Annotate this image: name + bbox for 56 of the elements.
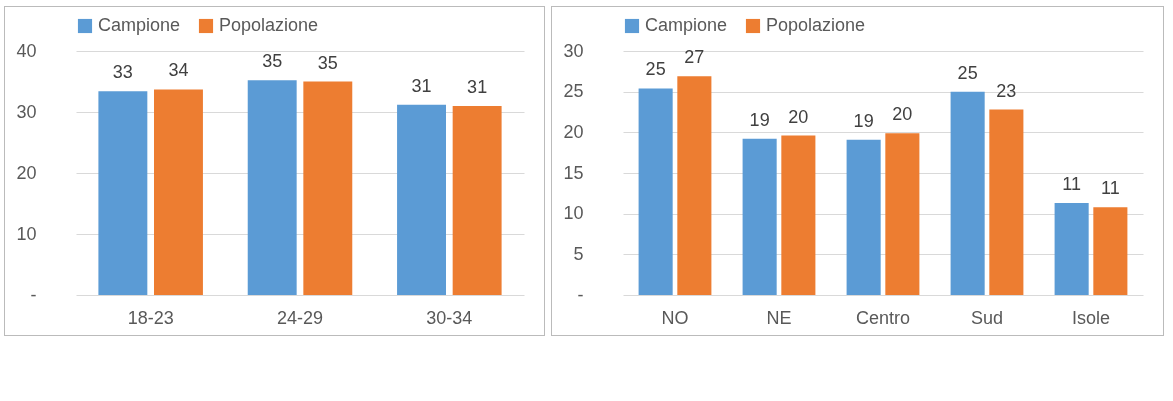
bar xyxy=(1054,203,1089,295)
data-label: 31 xyxy=(411,75,432,96)
bar xyxy=(781,135,816,295)
x-tick-label: NE xyxy=(766,307,792,328)
legend-label: Popolazione xyxy=(766,15,866,35)
data-label: 19 xyxy=(853,110,874,131)
x-tick-label: Isole xyxy=(1071,307,1111,328)
bar xyxy=(742,138,777,295)
bar xyxy=(638,88,673,295)
data-label: 23 xyxy=(996,80,1017,101)
y-tick-label: 5 xyxy=(573,243,584,264)
bar xyxy=(98,91,148,295)
data-label: 34 xyxy=(168,60,189,81)
bar xyxy=(677,76,712,295)
x-tick-label: Centro xyxy=(855,307,911,328)
x-tick-label: 24-29 xyxy=(276,307,324,328)
data-label: 33 xyxy=(112,62,133,83)
y-tick-label: 20 xyxy=(563,121,584,142)
y-tick-label: 15 xyxy=(563,162,584,183)
bar xyxy=(303,81,353,295)
bar xyxy=(1093,207,1128,295)
y-tick-label: - xyxy=(30,284,37,305)
bar xyxy=(397,104,446,295)
data-label: 31 xyxy=(467,76,488,97)
data-label: 19 xyxy=(749,109,770,130)
bar xyxy=(154,89,203,295)
data-label: 25 xyxy=(957,62,978,83)
legend-label: Popolazione xyxy=(219,15,319,35)
data-label: 20 xyxy=(788,106,809,127)
y-tick-label: 25 xyxy=(563,81,584,102)
bar xyxy=(247,80,297,295)
y-tick-label: 10 xyxy=(16,223,37,244)
legend-label: Campione xyxy=(645,15,728,35)
y-tick-label: 30 xyxy=(16,101,37,122)
x-tick-label: 30-34 xyxy=(426,307,473,328)
y-tick-label: 20 xyxy=(16,162,37,183)
bar xyxy=(950,91,985,295)
y-tick-label: 10 xyxy=(563,203,584,224)
legend-label: Campione xyxy=(98,15,181,35)
bar xyxy=(885,133,920,295)
x-tick-label: 18-23 xyxy=(127,307,174,328)
data-label: 35 xyxy=(317,52,338,73)
y-tick-label: 40 xyxy=(16,40,37,61)
data-label: 11 xyxy=(1062,174,1081,195)
data-label: 20 xyxy=(892,104,913,125)
bar xyxy=(846,139,881,295)
data-label: 25 xyxy=(645,59,666,80)
data-label: 11 xyxy=(1101,178,1120,199)
y-tick-label: 30 xyxy=(563,40,584,61)
x-tick-label: Sud xyxy=(970,307,1004,328)
x-tick-label: NO xyxy=(661,307,689,328)
data-label: 35 xyxy=(262,51,283,72)
bar xyxy=(452,105,502,295)
bar xyxy=(989,109,1024,295)
data-label: 27 xyxy=(684,47,705,68)
y-tick-label: - xyxy=(577,284,584,305)
